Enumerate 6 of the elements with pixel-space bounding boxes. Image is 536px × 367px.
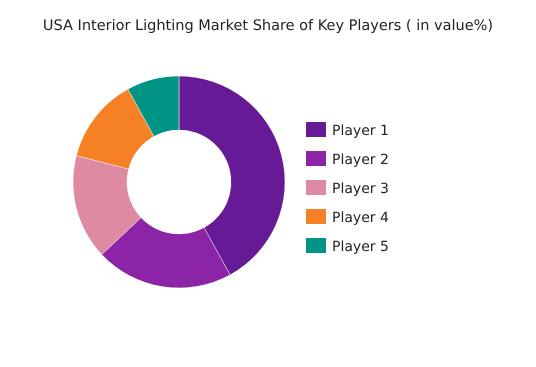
legend-label: Player 1: [332, 123, 389, 139]
chart-title: USA Interior Lighting Market Share of Key Players ( in value%): [42, 18, 494, 34]
legend-label: Player 2: [332, 152, 389, 168]
legend-label: Player 4: [332, 210, 390, 226]
legend-label: Player 3: [332, 181, 389, 197]
legend-label: Player 5: [332, 239, 389, 255]
